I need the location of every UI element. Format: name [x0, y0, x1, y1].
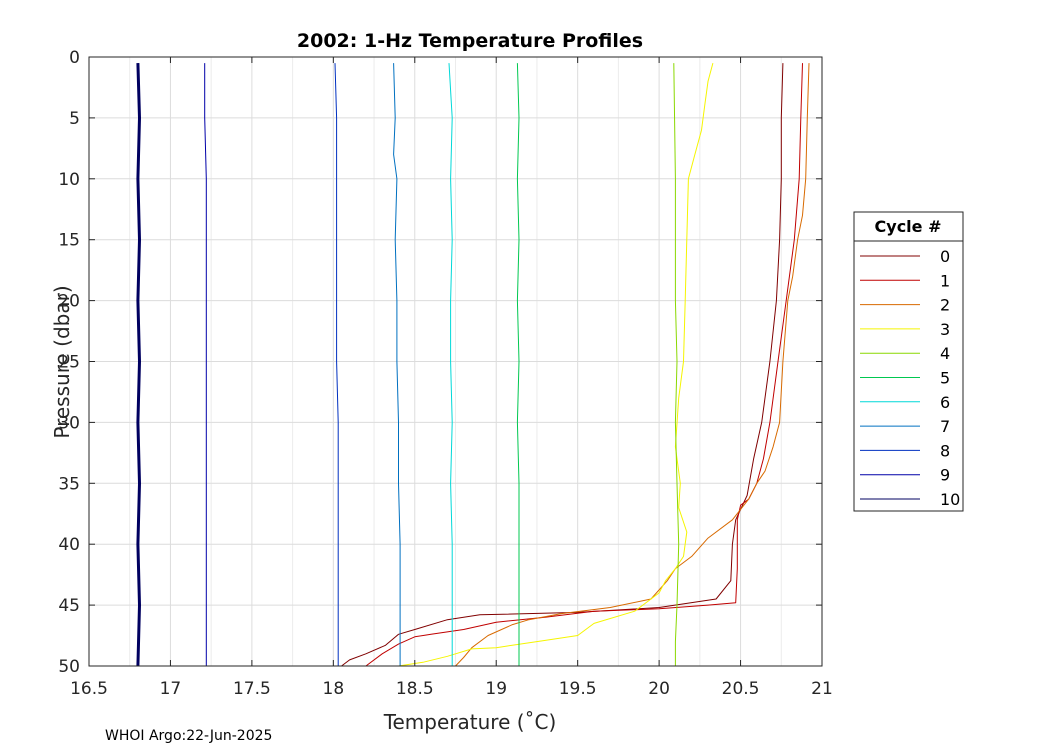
legend-label-cycle-3: 3	[940, 320, 950, 339]
series-line-cycle-2	[455, 63, 810, 667]
x-tick-label: 16.5	[70, 679, 108, 699]
series-line-cycle-7	[393, 63, 401, 666]
legend-label-cycle-7: 7	[940, 417, 950, 436]
series-line-cycle-9	[204, 63, 207, 666]
legend-items: 0 1 2 3 4 5 6 7 8 9 10	[860, 247, 960, 509]
legend-box	[853, 211, 964, 512]
plot-series	[136, 62, 810, 667]
legend-label-cycle-1: 1	[940, 271, 950, 290]
y-tick-label: 20	[58, 292, 80, 312]
series-line-cycle-0	[341, 63, 784, 667]
legend-label-cycle-5: 5	[940, 369, 950, 388]
series-line-cycle-1	[365, 63, 803, 667]
footer-credit: WHOI Argo:22-Jun-2025	[105, 728, 272, 744]
legend-title: Cycle #	[875, 217, 942, 236]
y-tick-label: 30	[58, 413, 80, 433]
legend-label-cycle-2: 2	[940, 296, 950, 315]
series-line-cycle-5	[516, 63, 520, 666]
series-line-cycle-4	[673, 63, 680, 666]
y-axis-label: Pressure (dbar)	[50, 285, 74, 438]
series-line-cycle-6	[448, 63, 453, 666]
y-tick-label: 40	[58, 535, 80, 555]
y-tick-label: 15	[58, 231, 80, 251]
legend-label-cycle-9: 9	[940, 466, 950, 485]
x-tick-label: 17.5	[233, 679, 271, 699]
legend: Cycle # 0 1 2 3 4 5 6 7 8 9 10	[853, 211, 964, 512]
series-line-cycle-10	[136, 63, 141, 667]
y-tick-label: 50	[58, 657, 80, 677]
legend-label-cycle-0: 0	[940, 247, 950, 266]
x-tick-label: 18.5	[396, 679, 434, 699]
x-tick-label: 18	[323, 679, 345, 699]
legend-label-cycle-6: 6	[940, 393, 950, 412]
chart-title: 2002: 1-Hz Temperature Profiles	[297, 30, 643, 52]
y-tick-label: 45	[58, 596, 80, 616]
legend-label-cycle-8: 8	[940, 441, 950, 460]
axis-ticks: 16.5 17 17.5 18 18.5 19 19.5 20 20.5 21 0 5 10 15 20 25…	[58, 48, 832, 699]
y-tick-label: 10	[58, 170, 80, 190]
y-tick-label: 25	[58, 353, 80, 373]
x-axis-label: Temperature (˚C)	[383, 710, 557, 734]
x-tick-label: 20.5	[722, 679, 760, 699]
x-tick-label: 19	[485, 679, 507, 699]
y-tick-label: 35	[58, 474, 80, 494]
x-tick-label: 20	[648, 679, 670, 699]
legend-label-cycle-4: 4	[940, 344, 950, 363]
y-tick-label: 0	[69, 48, 80, 68]
x-tick-label: 19.5	[559, 679, 597, 699]
series-line-cycle-8	[334, 63, 339, 666]
x-tick-label: 21	[811, 679, 833, 699]
legend-label-cycle-10: 10	[940, 490, 960, 509]
series-line-cycle-3	[398, 62, 714, 667]
y-tick-label: 5	[69, 109, 80, 129]
x-tick-label: 17	[160, 679, 182, 699]
